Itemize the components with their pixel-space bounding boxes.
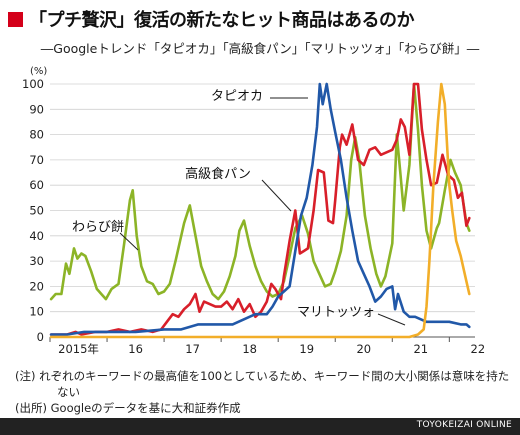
note-line-2: ない [57,385,80,399]
y-tick-label: 10 [29,305,44,319]
x-tick-label: 18 [242,342,257,356]
chart-subtitle: ―Googleトレンド「タピオカ」「高級食パン」「マリトッツォ」「わらび餅」― [40,41,480,56]
series-line [49,82,471,336]
y-tick-label: 0 [37,330,44,344]
source-line: (出所) Googleのデータを基に大和証券作成 [15,401,241,415]
series-line [49,82,471,336]
y-axis-unit: (%) [30,66,47,77]
x-tick-label: 22 [471,342,486,356]
publisher-credit: TOYOKEIZAI ONLINE [416,420,512,430]
series-line [49,82,471,339]
x-tick-label: 16 [128,342,143,356]
series-annotation: わらび餅 [72,220,124,235]
x-tick-label: 19 [299,342,314,356]
y-tick-label: 40 [29,229,44,243]
y-tick-label: 100 [22,77,44,91]
footer-bar: TOYOKEIZAI ONLINE [0,418,520,435]
y-tick-label: 20 [29,279,44,293]
series-annotation: 高級食パン [185,166,251,182]
title-row: 「プチ贅沢」復活の新たなヒット商品はあるのか [8,6,415,32]
chart-title: 「プチ贅沢」復活の新たなヒット商品はあるのか [29,10,415,31]
series-line [49,82,471,301]
y-tick-label: 80 [29,128,44,142]
series-annotation: マリトッツォ [297,305,375,320]
x-tick-label: 2015年 [58,342,99,356]
title-marker [8,11,23,27]
y-tick-label: 50 [29,204,44,218]
y-tick-label: 90 [29,102,44,116]
line-chart: 0 10 20 30 40 50 60 70 80 90 100(%) 2015年 16 17 18 19 20… [22,66,486,356]
series-annotation: タピオカ [211,89,263,104]
y-tick-label: 70 [29,153,44,167]
y-tick-label: 30 [29,254,44,268]
annotation-leader [377,313,406,326]
annotation-leader [261,179,292,212]
annotation-leader [119,232,139,251]
notes: (注) れぞれのキーワードの最高値を100としているため、キーワード間の大小関係… [15,368,509,416]
y-tick-label: 60 [29,178,44,192]
x-tick-label: 20 [356,342,371,356]
x-tick-label: 21 [413,342,428,356]
note-line-1: (注) れぞれのキーワードの最高値を100としているため、キーワード間の大小関係… [15,369,510,383]
x-tick-label: 17 [185,342,200,356]
